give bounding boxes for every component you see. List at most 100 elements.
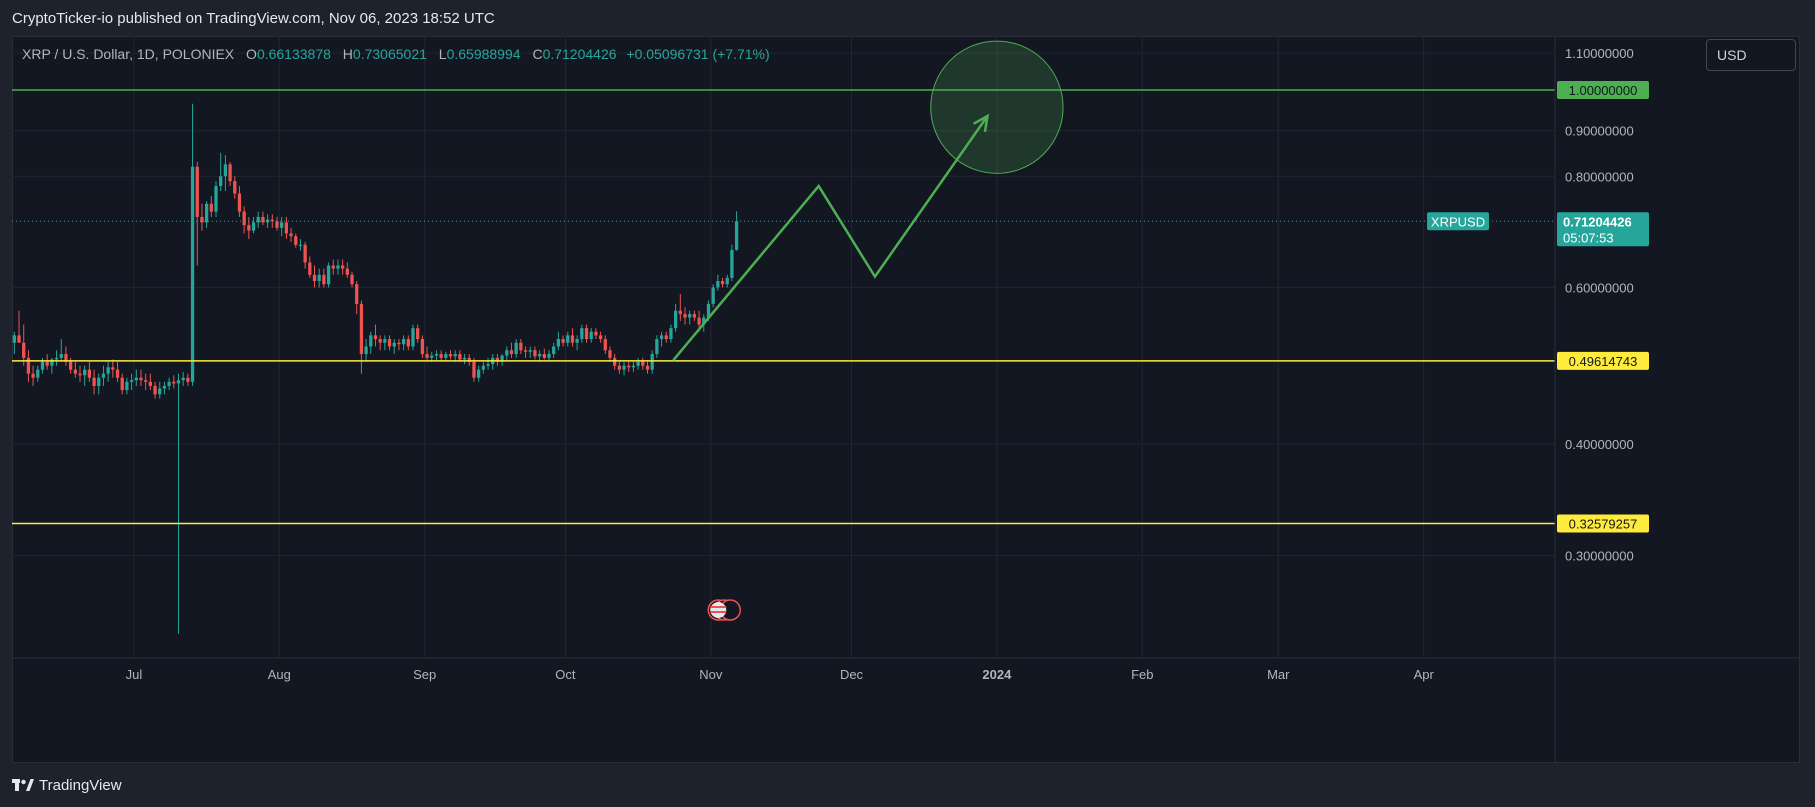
candle-body [59, 354, 63, 358]
brand-name: TradingView [39, 777, 122, 794]
candle-body [256, 216, 260, 223]
candle-body [204, 203, 209, 223]
candle-body [702, 317, 706, 325]
candle-body [430, 355, 434, 358]
arrow-head [972, 113, 990, 132]
candle-body [373, 335, 378, 340]
projection-path [672, 115, 989, 362]
candle-body [111, 367, 115, 370]
candle-body [692, 314, 697, 318]
drawings [12, 40, 1555, 621]
candle-body [275, 221, 279, 228]
candle-body [158, 388, 162, 395]
candle-body [467, 357, 471, 362]
candle-body [265, 219, 270, 223]
candle-body [17, 335, 21, 343]
candle-body [509, 350, 514, 355]
candle-body [444, 354, 448, 358]
candle-body [734, 221, 739, 250]
candle-body [673, 310, 678, 329]
candle-body [448, 354, 453, 357]
chart-frame[interactable] [12, 36, 1800, 763]
candle-body [645, 365, 650, 370]
candle-body [425, 354, 429, 358]
candle-body [711, 287, 715, 304]
candle-body [148, 381, 152, 386]
candle-body [659, 335, 664, 340]
candles [12, 103, 739, 634]
candle-body [537, 354, 542, 357]
candle-body [411, 328, 415, 347]
price-tag-label: 0.32579257 [1569, 516, 1638, 531]
x-tick-label: Dec [840, 667, 864, 682]
candle-body [322, 274, 326, 285]
candle-body [523, 350, 528, 352]
candle-body [125, 381, 129, 391]
candle-body [397, 342, 401, 345]
candle-body [97, 377, 101, 386]
candle-body [190, 166, 195, 382]
candle-body [613, 357, 617, 366]
candle-body [505, 350, 509, 356]
candle-body [153, 385, 157, 395]
candle-body [730, 250, 734, 278]
price-tag-label: 0.49614743 [1569, 354, 1638, 369]
x-tick-label: Aug [268, 667, 291, 682]
candle-body [359, 303, 364, 355]
open-label: O [246, 46, 257, 62]
open-value: 0.66133878 [256, 46, 331, 62]
axes: Jul Aug Sep Oct Nov Dec 2024 Feb Mar Apr 1.1000000… [12, 36, 1800, 763]
candle-body [631, 365, 636, 368]
symbol-tag-label: XRPUSD [1431, 214, 1485, 229]
x-tick-label: Nov [699, 667, 723, 682]
candle-body [312, 274, 317, 282]
candle-body [186, 377, 190, 382]
candle-body [617, 365, 621, 370]
candle-body [453, 354, 457, 357]
candle-body [45, 361, 49, 366]
candle-body [669, 328, 673, 340]
candle-body [472, 361, 476, 378]
candle-body [237, 193, 242, 212]
candle-body [678, 310, 682, 315]
candle-body [725, 277, 729, 285]
candle-body [251, 222, 256, 231]
candle-body [561, 339, 565, 343]
change-value: +0.05096731 (+7.71%) [626, 46, 770, 62]
candle-body [172, 381, 176, 384]
candle-body [162, 385, 167, 389]
candle-body [345, 268, 349, 275]
candle-body [387, 339, 392, 347]
grid [12, 36, 1555, 658]
candle-body [655, 339, 659, 355]
candle-body [434, 354, 439, 356]
x-tick-label: Jul [126, 667, 143, 682]
candle-body [233, 181, 237, 194]
candle-body [54, 357, 59, 360]
candle-body [369, 335, 373, 347]
chart[interactable]: Jul Aug Sep Oct Nov Dec 2024 Feb Mar Apr 1.1000000… [12, 36, 1800, 763]
candle-body [720, 281, 725, 285]
candle-body [608, 350, 612, 358]
tradingview-logo-icon [12, 779, 34, 791]
flag-stripe [710, 606, 727, 608]
candle-body [284, 222, 289, 234]
currency-button[interactable]: USD [1706, 39, 1796, 71]
candle-body [106, 367, 110, 374]
y-tick-label: 0.30000000 [1565, 548, 1634, 563]
y-tick-label: 0.80000000 [1565, 169, 1634, 184]
candle-body [308, 262, 312, 275]
tradingview-brand[interactable]: TradingView [12, 777, 122, 794]
candle-body [683, 314, 687, 318]
price-tag-label: 1.00000000 [1569, 83, 1638, 98]
candle-body [209, 203, 213, 212]
x-tick-label: 2024 [982, 667, 1012, 682]
candle-body [219, 176, 223, 187]
candle-body [336, 265, 340, 269]
symbol-title[interactable]: XRP / U.S. Dollar, 1D, POLONIEX [22, 46, 235, 62]
candle-body [477, 369, 481, 378]
last-price-label: 0.71204426 [1563, 214, 1632, 229]
candle-body [31, 373, 35, 378]
candle-body [12, 335, 16, 343]
countdown-label: 05:07:53 [1563, 230, 1614, 245]
